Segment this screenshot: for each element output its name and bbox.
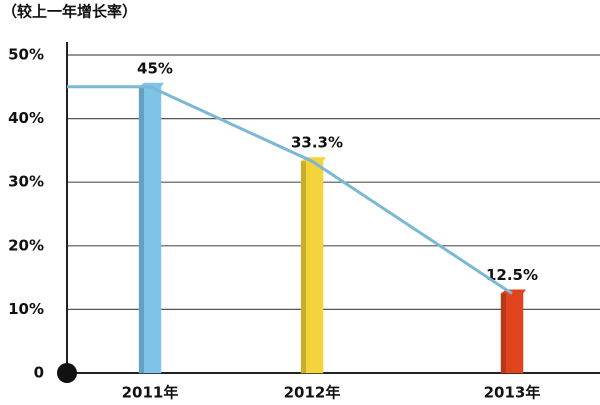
x-tick-label: 2011年 xyxy=(122,384,179,402)
y-tick-label: 10% xyxy=(8,300,44,318)
y-tick-label: 0 xyxy=(34,364,44,382)
y-tick-label: 30% xyxy=(8,173,44,191)
x-tick-label: 2012年 xyxy=(284,384,341,402)
y-tick-label: 50% xyxy=(8,46,44,64)
x-tick-label: 2013年 xyxy=(484,384,541,402)
y-tick-label: 40% xyxy=(8,109,44,127)
chart-title: （较上一年增长率） xyxy=(2,3,137,21)
bar-edge xyxy=(139,86,144,374)
value-label: 33.3% xyxy=(291,134,343,152)
y-tick-label: 20% xyxy=(8,236,44,254)
bar-edge xyxy=(501,293,506,373)
origin-dot xyxy=(57,363,77,383)
bar-edge xyxy=(301,161,306,373)
value-label: 12.5% xyxy=(486,266,538,284)
value-label: 45% xyxy=(137,59,173,77)
trend-line xyxy=(149,85,513,295)
